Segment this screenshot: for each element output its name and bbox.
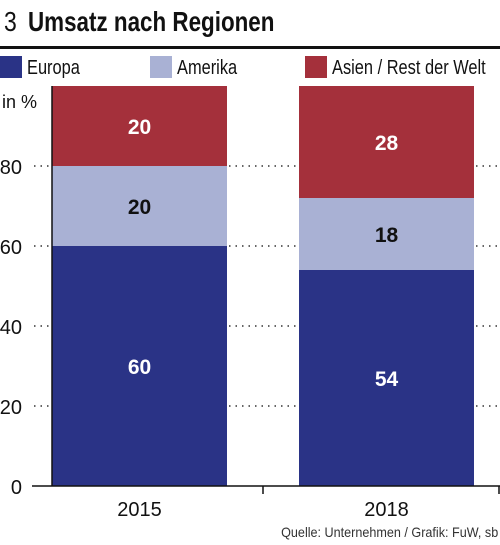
y-tick-label-0: 0 [11,477,22,499]
bar-amerika-2015 [52,166,227,246]
bar-asien-2018 [299,86,474,198]
data-label-amerika-2015: 20 [128,196,151,219]
chart-title: Umsatz nach Regionen [28,6,275,37]
chart-legend: Europa Amerika Asien / Rest der Welt [0,56,500,80]
bar-amerika-2018 [299,198,474,270]
legend-swatch-europa [0,56,22,78]
bar-europa-2015 [52,246,227,486]
data-label-europa-2018: 54 [375,368,399,391]
legend-label-europa: Europa [27,57,80,79]
x-tick-label-2018: 2018 [364,499,409,521]
bar-europa-2018 [299,270,474,486]
x-tick-label-2015: 2015 [117,499,162,521]
legend-swatch-asien [305,56,327,78]
y-tick-label-60: 60 [0,237,22,259]
figure-number: 3 [4,6,17,37]
data-label-amerika-2018: 18 [375,224,399,247]
legend-swatch-amerika [150,56,172,78]
y-axis-unit-label: in % [2,92,37,112]
title-rule [0,46,500,49]
source-note: Quelle: Unternehmen / Grafik: FuW, sb [280,524,498,540]
legend-label-asien: Asien / Rest der Welt [332,57,486,79]
y-tick-label-40: 40 [0,317,22,339]
y-tick-label-80: 80 [0,157,22,179]
data-label-asien-2018: 28 [375,132,399,155]
bar-asien-2015 [52,86,227,166]
data-label-asien-2015: 20 [128,116,151,139]
legend-label-amerika: Amerika [177,57,238,79]
y-tick-label-20: 20 [0,397,22,419]
data-label-europa-2015: 60 [128,356,151,379]
chart-header: 3 Umsatz nach Regionen [0,0,500,46]
